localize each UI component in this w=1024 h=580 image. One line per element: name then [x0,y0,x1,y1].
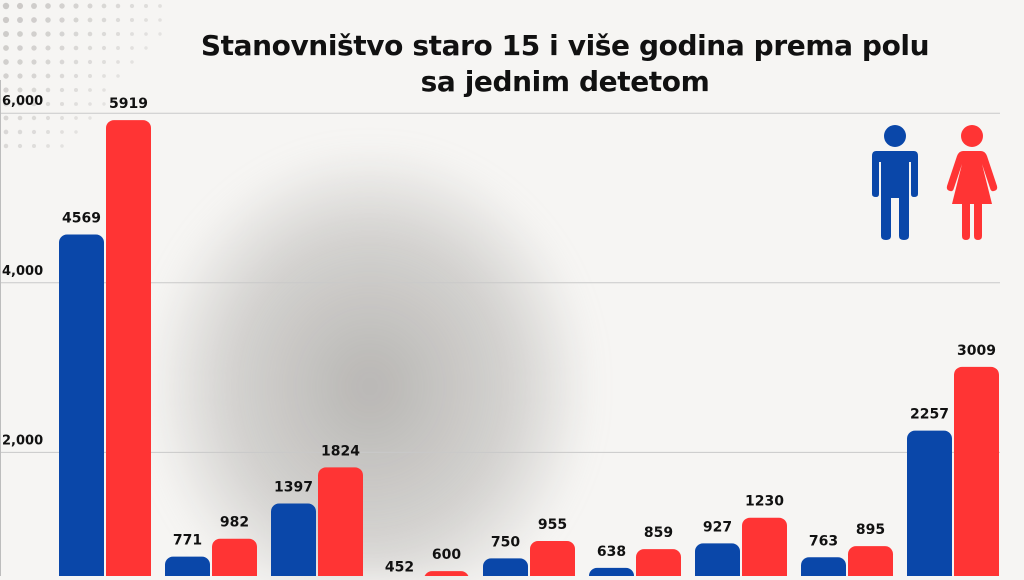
data-label: 955 [538,517,567,533]
y-tick-label: 6,000 [2,94,43,109]
bar-female [742,517,787,576]
data-label: 859 [644,525,673,541]
data-label: 750 [491,534,520,550]
bar-female [954,366,999,576]
bar-female [636,549,681,576]
data-label: 5919 [109,96,148,112]
data-label: 895 [856,522,885,538]
y-tick-label: 4,000 [2,264,43,279]
data-label: 1824 [321,443,360,459]
data-label: 4569 [62,211,101,227]
y-tick-label: 2,000 [2,433,43,448]
data-label: 1397 [274,480,313,496]
data-label: 771 [173,533,202,549]
bar-female [848,546,893,576]
bar-male [907,430,952,576]
data-label: 927 [703,519,732,535]
bar-female [530,541,575,576]
chart-title: Stanovništvo staro 15 i više godina prem… [150,28,980,100]
data-label: 763 [809,533,838,549]
data-label: 3009 [957,343,996,359]
decorative-dot-pattern [2,2,162,149]
bar-male [271,503,316,576]
bar-male [59,234,104,576]
bar-male [165,556,210,576]
bar-female [212,538,257,576]
data-label: 638 [597,544,626,560]
bar-female [424,571,469,576]
bar-female [106,120,151,576]
data-label: 452 [385,560,414,576]
male-icon [872,125,918,240]
background-shadow [150,150,590,580]
chart-title-line-2: sa jednim detetom [420,65,710,98]
bar-male [801,557,846,576]
female-icon [946,125,998,240]
bar-male [483,558,528,576]
bar-female [318,467,363,576]
data-label: 982 [220,515,249,531]
data-label: 2257 [910,407,949,423]
bar-male [695,543,740,576]
data-label: 600 [432,547,461,563]
chart-title-line-1: Stanovništvo staro 15 i više godina prem… [200,29,930,62]
data-label: 1230 [745,494,784,510]
bar-male [589,567,634,576]
